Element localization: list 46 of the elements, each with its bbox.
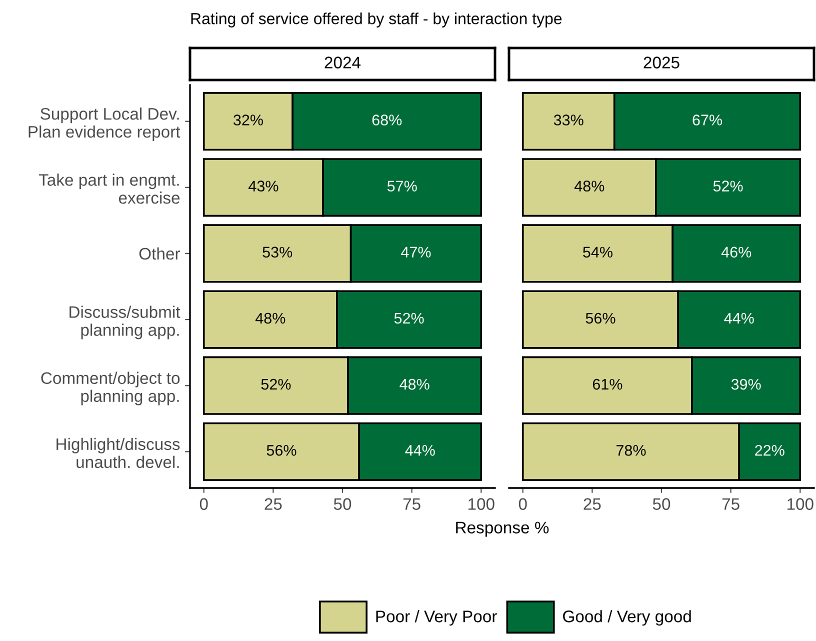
y-tick-label: Highlight/discuss unauth. devel.: [56, 438, 180, 468]
data-label: 44%: [405, 445, 435, 456]
data-label: 39%: [731, 378, 761, 390]
data-label: 43%: [248, 180, 278, 192]
data-label: 48%: [574, 180, 604, 192]
data-label: 57%: [387, 180, 417, 192]
data-label: 46%: [721, 246, 752, 258]
x-tick-label: 0: [518, 498, 527, 510]
data-label: 44%: [724, 312, 754, 324]
data-label: 33%: [554, 114, 584, 126]
x-tick-label: 25: [584, 498, 601, 510]
data-label: 48%: [400, 378, 430, 390]
x-axis-title: Response %: [456, 522, 549, 537]
data-label: 22%: [755, 444, 784, 456]
data-label: 68%: [372, 114, 402, 126]
data-label: 47%: [401, 246, 431, 258]
y-tick-label: Comment/object to planning app.: [41, 372, 180, 406]
x-tick-label: 75: [403, 498, 420, 510]
legend-label: Poor / Very Poor: [376, 610, 497, 626]
x-tick-label: 50: [652, 498, 670, 510]
y-tick-label: Take part in engmt. exercise: [38, 174, 180, 204]
data-label: 54%: [583, 246, 612, 258]
legend-label: Good / Very good: [563, 610, 691, 626]
data-label: 32%: [234, 114, 263, 126]
chart-subtitle: 2024: [324, 56, 361, 68]
data-label: 52%: [261, 378, 291, 390]
x-tick-label: 75: [722, 498, 740, 510]
data-label: 56%: [586, 312, 616, 324]
x-tick-label: 50: [334, 498, 352, 510]
data-label: 48%: [255, 312, 286, 324]
data-label: 61%: [592, 378, 622, 390]
chart-subtitle: 2025: [644, 56, 680, 68]
y-tick-label: Other: [139, 247, 180, 260]
x-tick-label: 25: [264, 498, 282, 510]
x-tick-label: 100: [468, 498, 494, 510]
data-label: 52%: [713, 180, 743, 192]
data-label: 52%: [394, 312, 424, 324]
data-label: 78%: [616, 444, 646, 456]
y-tick-label: Support Local Dev. Plan evidence report: [28, 108, 180, 142]
y-tick-label: Discuss/submit planning app.: [70, 306, 180, 340]
x-tick-label: 100: [788, 498, 814, 510]
x-tick-label: 0: [200, 498, 208, 510]
chart-title: Rating of service offered by staff - by interaction type: [191, 12, 562, 28]
data-label: 53%: [262, 246, 292, 258]
data-label: 56%: [266, 444, 296, 456]
data-label: 67%: [692, 114, 722, 126]
